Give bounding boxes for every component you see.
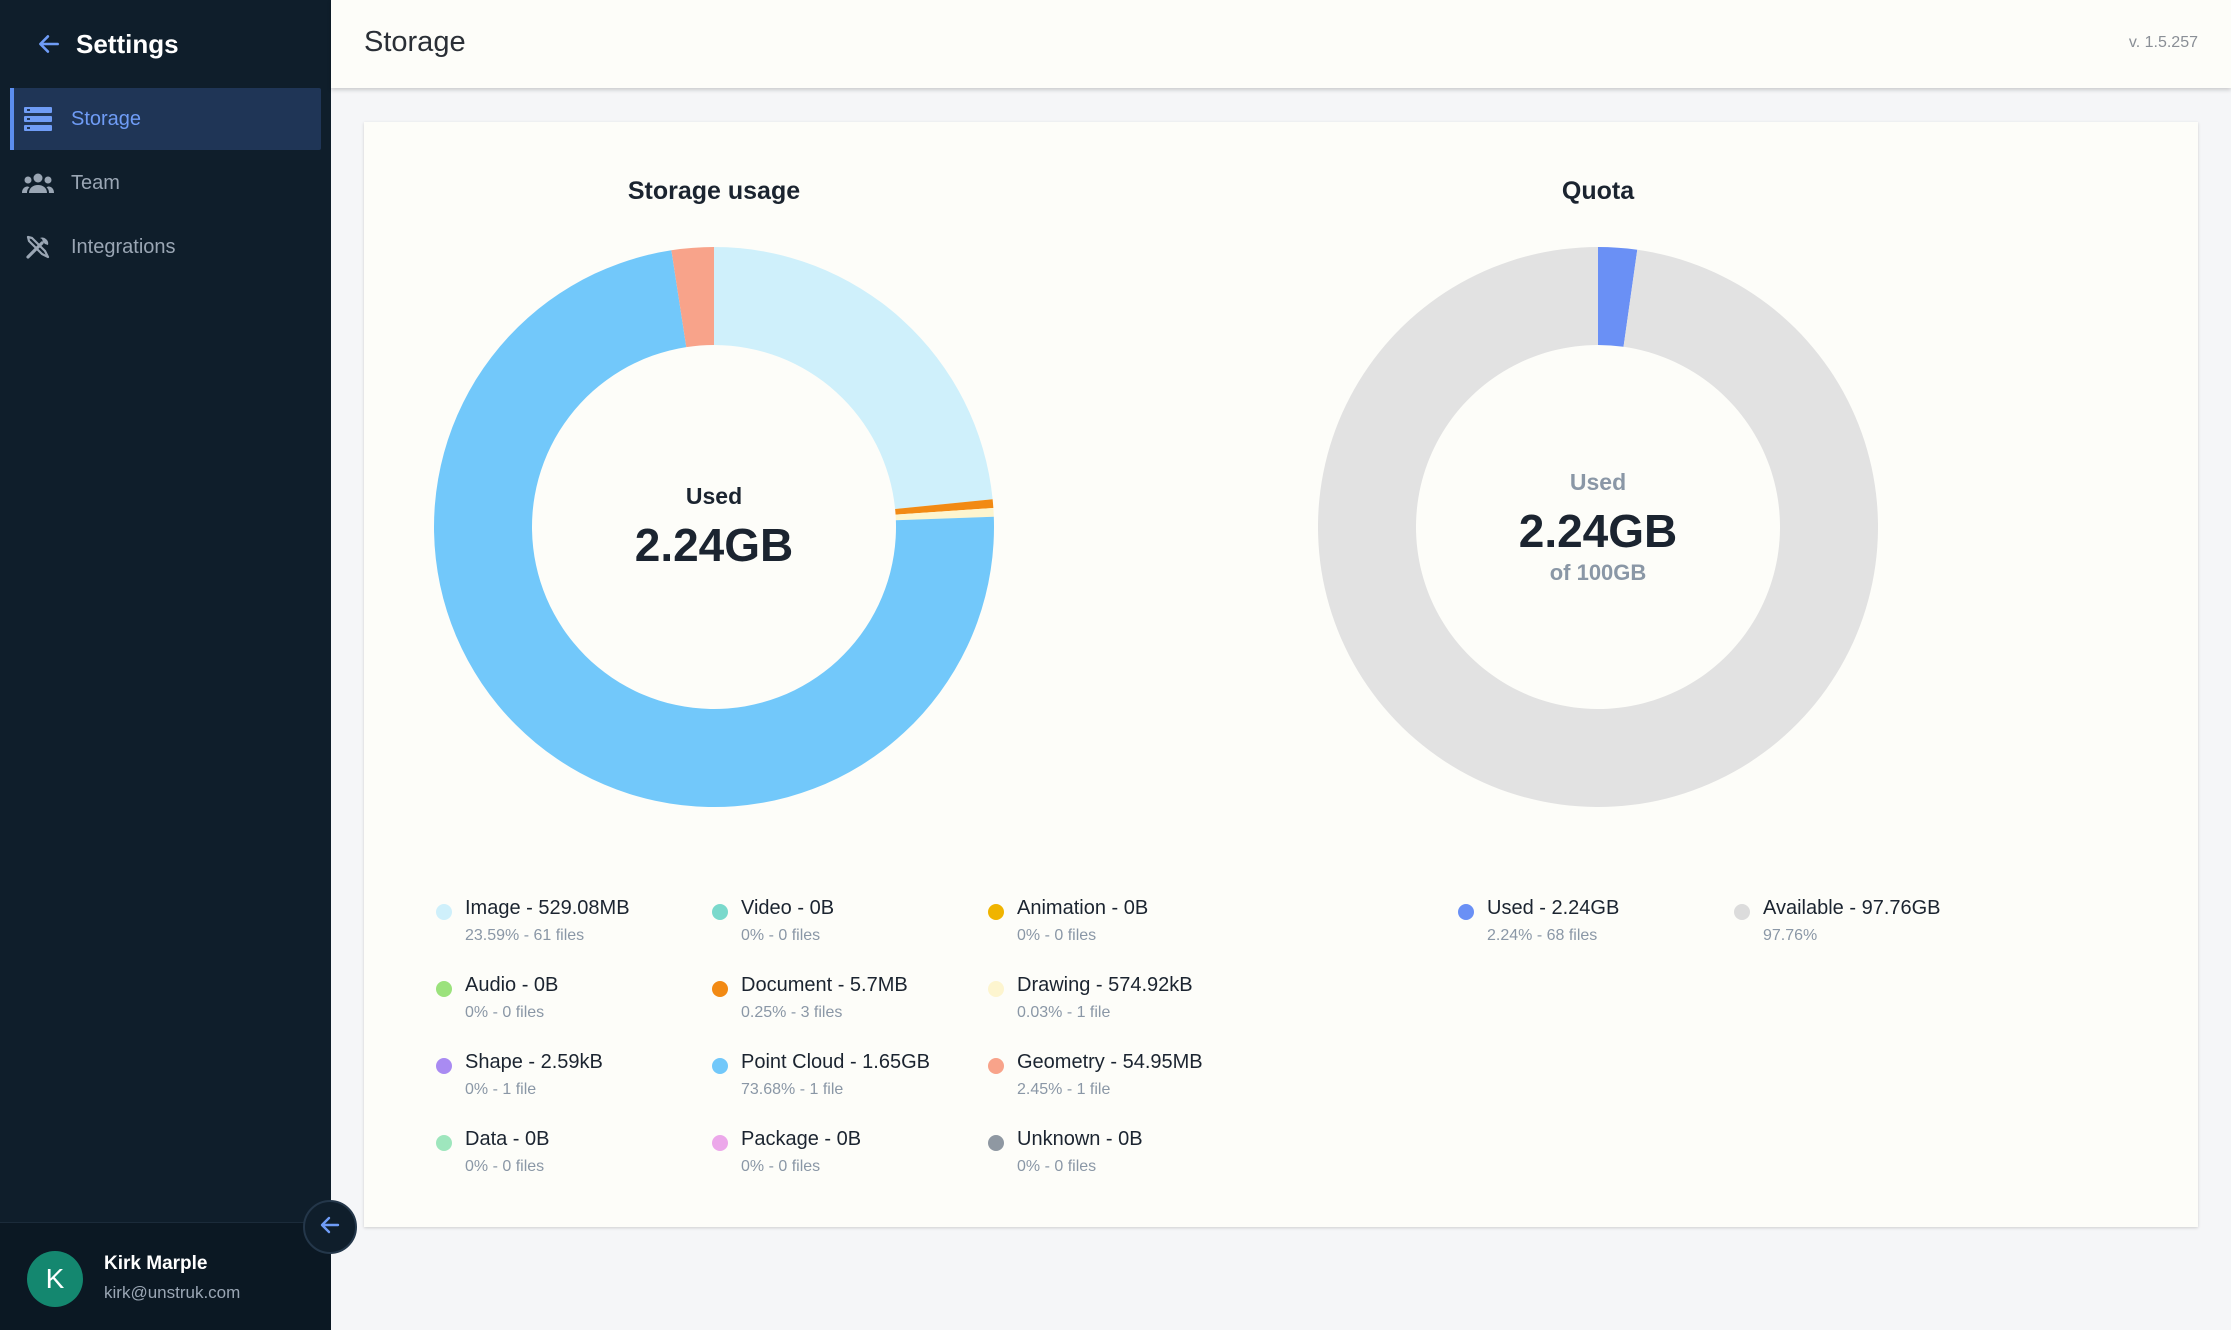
legend-item[interactable]: Audio - 0B 0% - 0 files (436, 974, 711, 1034)
legend-sub: 0% - 0 files (741, 1158, 821, 1175)
arrow-left-icon (318, 1213, 342, 1242)
storage-card: Storage usage Used 2.24GB Quota Used 2.2… (364, 122, 2198, 1227)
legend-dot (1734, 904, 1750, 920)
legend-sub: 0% - 0 files (465, 1158, 545, 1175)
back-arrow-icon[interactable] (34, 29, 64, 59)
integrations-icon (22, 231, 54, 263)
donut-slice-point-cloud[interactable] (434, 250, 994, 807)
page-title: Storage (364, 26, 466, 58)
legend-name: Video - 0B (741, 897, 835, 919)
legend-item[interactable]: Image - 529.08MB 23.59% - 61 files (436, 897, 711, 957)
center-label: Used (1569, 468, 1627, 495)
storage-icon (22, 103, 54, 135)
legend-sub: 2.24% - 68 files (1487, 927, 1598, 944)
legend-name: Animation - 0B (1017, 897, 1149, 919)
user-profile[interactable]: K Kirk Marple kirk@unstruk.com (0, 1222, 331, 1330)
legend-name: Package - 0B (741, 1128, 862, 1150)
sidebar-item-team[interactable]: Team (10, 152, 321, 214)
legend-dot (436, 981, 452, 997)
legend-item[interactable]: Drawing - 574.92kB 0.03% - 1 file (988, 974, 1263, 1034)
legend-dot (712, 1135, 728, 1151)
donut-slice-image[interactable] (714, 247, 993, 509)
legend-sub: 0% - 1 file (465, 1081, 537, 1098)
legend-item[interactable]: Geometry - 54.95MB 2.45% - 1 file (988, 1051, 1263, 1111)
donut-slice-document[interactable] (895, 499, 994, 515)
legend-name: Drawing - 574.92kB (1017, 974, 1193, 996)
user-name: Kirk Marple (104, 1253, 208, 1274)
legend-item[interactable]: Unknown - 0B 0% - 0 files (988, 1128, 1263, 1188)
sidebar-nav: Storage Team (0, 88, 331, 280)
legend-dot (712, 1058, 728, 1074)
legend-item[interactable]: Animation - 0B 0% - 0 files (988, 897, 1263, 957)
donut-slice-drawing[interactable] (895, 507, 994, 521)
top-bar: Storage v. 1.5.257 (331, 0, 2231, 88)
sidebar: Settings Storage (0, 0, 331, 1330)
collapse-sidebar-button[interactable] (303, 1200, 357, 1254)
center-label: Used (685, 482, 743, 509)
donut-slice-available[interactable] (1318, 247, 1878, 807)
legend-sub: 0% - 0 files (1017, 1158, 1097, 1175)
legend-item[interactable]: Document - 5.7MB 0.25% - 3 files (712, 974, 987, 1034)
sidebar-item-label: Storage (71, 107, 142, 130)
legend-name: Shape - 2.59kB (465, 1051, 603, 1073)
chart-title: Quota (1561, 177, 1635, 205)
sidebar-item-label: Team (71, 171, 120, 194)
legend-sub: 0% - 0 files (741, 927, 821, 944)
center-value: 2.24GB (634, 518, 794, 571)
sidebar-title: Settings (76, 28, 179, 59)
legend-name: Used - 2.24GB (1487, 897, 1620, 919)
storage-donut (434, 247, 994, 807)
legend-name: Data - 0B (465, 1128, 550, 1150)
legend-dot (988, 1135, 1004, 1151)
legend-sub: 2.45% - 1 file (1017, 1081, 1111, 1098)
legend-item[interactable]: Used - 2.24GB 2.24% - 68 files (1458, 897, 1733, 957)
legend-item[interactable]: Point Cloud - 1.65GB 73.68% - 1 file (712, 1051, 987, 1111)
legend-sub: 23.59% - 61 files (465, 927, 585, 944)
legend-item[interactable]: Package - 0B 0% - 0 files (712, 1128, 987, 1188)
legend-name: Point Cloud - 1.65GB (741, 1051, 930, 1073)
legend-dot (988, 981, 1004, 997)
legend-dot (436, 1135, 452, 1151)
avatar: K (27, 1251, 83, 1307)
legend-item[interactable]: Video - 0B 0% - 0 files (712, 897, 987, 957)
legend-dot (436, 1058, 452, 1074)
legend-sub: 97.76% (1763, 927, 1818, 944)
sidebar-item-label: Integrations (71, 235, 176, 258)
legend-item[interactable]: Data - 0B 0% - 0 files (436, 1128, 711, 1188)
legend-name: Document - 5.7MB (741, 974, 908, 996)
donut-center: Used 2.24GB (434, 247, 994, 807)
version-label: v. 1.5.257 (2128, 34, 2198, 51)
legend-sub: 0% - 0 files (1017, 927, 1097, 944)
sidebar-item-storage[interactable]: Storage (10, 88, 321, 150)
legend-name: Available - 97.76GB (1763, 897, 1941, 919)
quota-donut (1318, 247, 1878, 807)
chart-title: Storage usage (627, 177, 801, 205)
sidebar-header: Settings (34, 26, 179, 62)
center-value: 2.24GB (1518, 504, 1678, 557)
legend-sub: 0% - 0 files (465, 1004, 545, 1021)
donut-slice-used[interactable] (1598, 247, 1638, 347)
legend-name: Unknown - 0B (1017, 1128, 1143, 1150)
legend-sub: 73.68% - 1 file (741, 1081, 844, 1098)
sidebar-item-integrations[interactable]: Integrations (10, 216, 321, 278)
legend-sub: 0.25% - 3 files (741, 1004, 843, 1021)
legend-name: Audio - 0B (465, 974, 559, 996)
center-sub: of 100GB (1549, 559, 1647, 585)
user-email: kirk@unstruk.com (104, 1283, 241, 1302)
legend-dot (1458, 904, 1474, 920)
legend-name: Geometry - 54.95MB (1017, 1051, 1203, 1073)
legend-item[interactable]: Shape - 2.59kB 0% - 1 file (436, 1051, 711, 1111)
team-icon (22, 167, 54, 199)
legend-sub: 0.03% - 1 file (1017, 1004, 1111, 1021)
legend-dot (712, 981, 728, 997)
legend-dot (988, 904, 1004, 920)
donut-center: Used 2.24GB of 100GB (1318, 247, 1878, 807)
legend-name: Image - 529.08MB (465, 897, 630, 919)
donut-slice-geometry[interactable] (671, 247, 714, 348)
legend-dot (712, 904, 728, 920)
legend-item[interactable]: Available - 97.76GB 97.76% (1734, 897, 2009, 957)
legend-dot (988, 1058, 1004, 1074)
legend-dot (436, 904, 452, 920)
